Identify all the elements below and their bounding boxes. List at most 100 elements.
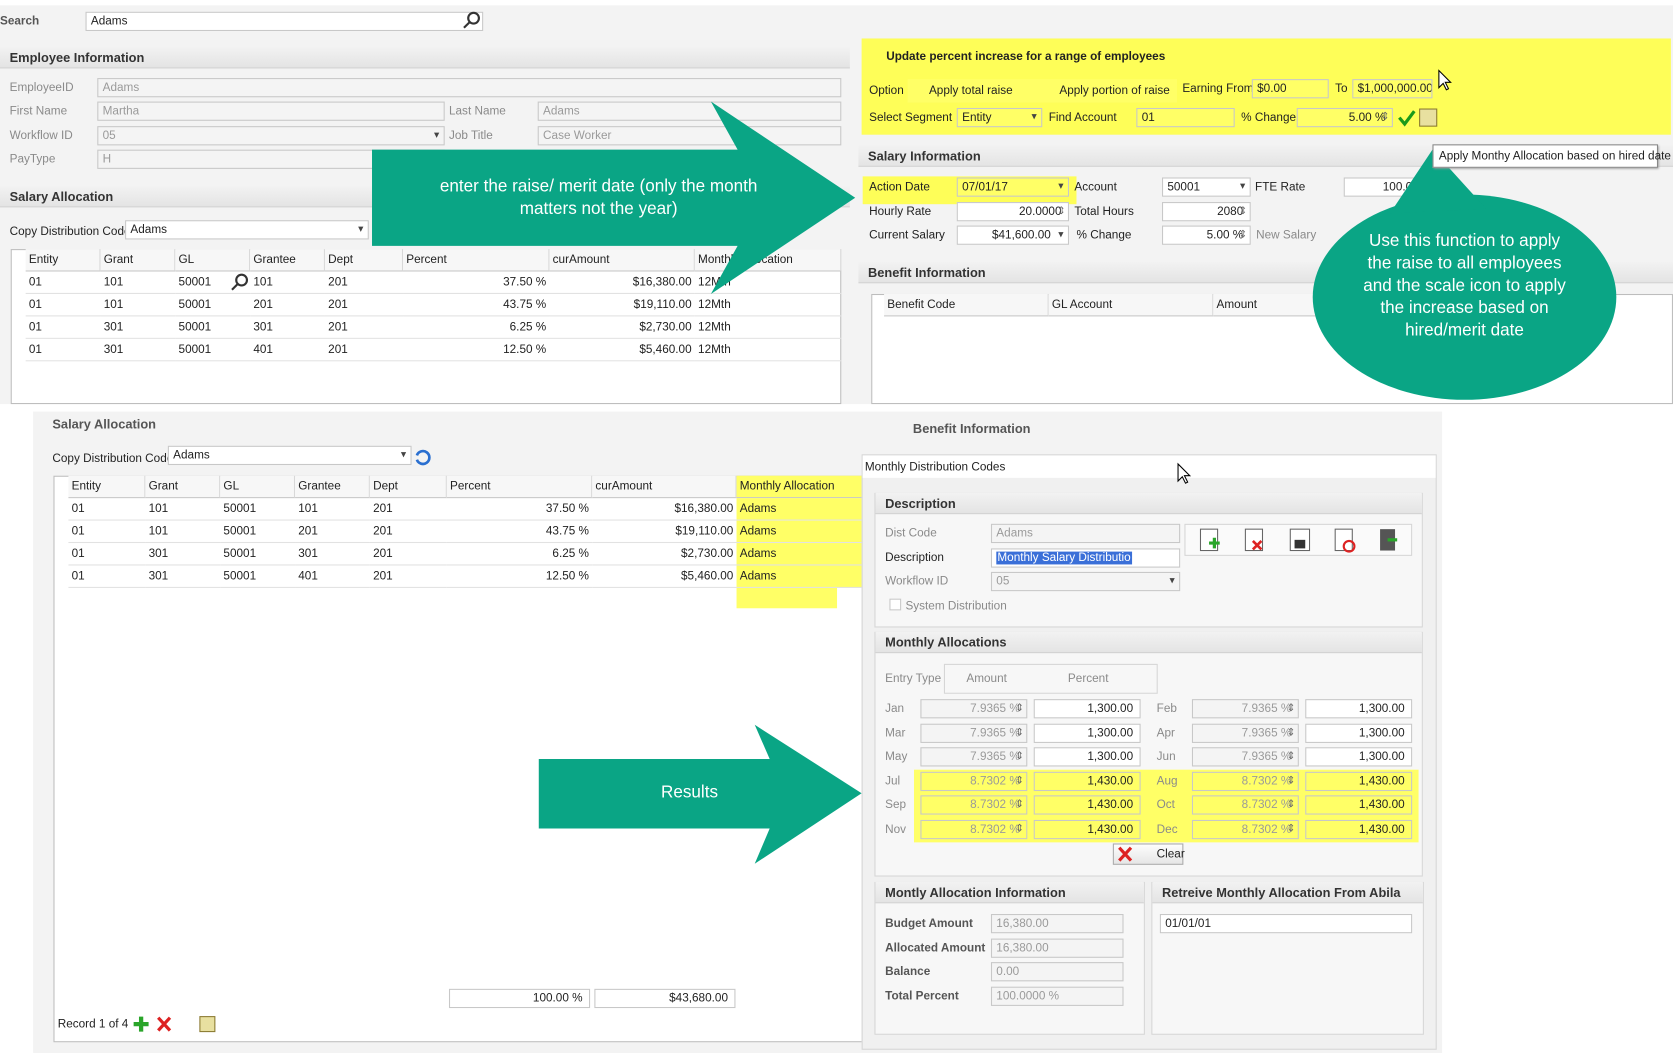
input-field[interactable]: 07/01/17 — [956, 177, 1069, 197]
input-field[interactable]: 2080 — [1162, 202, 1251, 222]
input-field[interactable]: 7.9365 % — [920, 747, 1028, 767]
label: Workflow ID — [9, 129, 73, 143]
input-field[interactable]: Martha — [97, 101, 445, 121]
input-field[interactable]: Adams — [167, 445, 412, 466]
input-field[interactable]: H — [97, 149, 445, 169]
input-field[interactable]: 1,430.00 — [1305, 771, 1413, 791]
grid-cell: 201 — [295, 521, 370, 544]
grid-cell: 12Mth — [694, 339, 842, 362]
grid-cell: $19,110.00 — [549, 294, 695, 317]
input-field[interactable]: 50001 — [1162, 177, 1251, 197]
label: Apply portion of raise — [1059, 84, 1170, 98]
section-header: Employee Information — [0, 47, 850, 69]
input-field[interactable]: 1,300.00 — [1305, 747, 1413, 767]
input-field[interactable]: 8.7302 % — [920, 819, 1028, 840]
label: Dist Code — [885, 527, 937, 540]
grid-cell: 01 — [68, 498, 146, 521]
label: % Change — [1241, 111, 1297, 125]
input-field[interactable]: 5.00 % — [1296, 107, 1393, 128]
label: Mar — [885, 726, 906, 740]
input-field[interactable]: 7.9365 % — [1191, 723, 1299, 743]
input-field[interactable]: 1,300.00 — [1033, 747, 1141, 767]
grid-cell: 01 — [68, 566, 146, 588]
grid-cell: 201 — [369, 498, 447, 521]
section-header: Benefit Information — [912, 421, 1031, 437]
input-field[interactable]: 1,300.00 — [1033, 699, 1141, 719]
grid-cell: 101 — [100, 272, 176, 294]
label: Balance — [885, 965, 931, 979]
section-header: Monthly Allocations — [875, 631, 1422, 654]
grid-cell: 12.50 % — [446, 566, 593, 588]
input-field[interactable]: 8.7302 % — [920, 795, 1028, 815]
label: Account — [1074, 180, 1117, 194]
input-field[interactable]: 0.00 — [990, 962, 1124, 982]
input-field[interactable]: 7.9365 % — [920, 723, 1028, 743]
input-field[interactable]: 1,300.00 — [1305, 723, 1413, 743]
input-field[interactable]: 1,300.00 — [1305, 699, 1413, 719]
input-field[interactable]: Adams — [537, 101, 842, 121]
input-field[interactable]: 1,430.00 — [1033, 795, 1141, 815]
input-field[interactable]: 7.9365 % — [1191, 747, 1299, 767]
label: New Salary — [1256, 228, 1317, 242]
input-field[interactable]: 1,430.00 — [1305, 795, 1413, 815]
input-field[interactable]: 16,380.00 — [990, 913, 1124, 934]
input-field[interactable]: Adams — [125, 220, 369, 240]
input-field[interactable]: 8.7302 % — [1191, 771, 1299, 791]
group-retrieve — [1151, 881, 1424, 1035]
grid-cell: 12.50 % — [403, 339, 550, 362]
grid-cell: Adams — [736, 565, 863, 588]
input-field[interactable]: 20.0000 — [956, 202, 1069, 222]
input-field[interactable]: 7.9365 % — [1191, 699, 1299, 719]
input-field[interactable]: 8.7302 % — [1191, 795, 1299, 815]
input-field[interactable]: $1,000,000.00 — [1352, 79, 1433, 99]
label: Dec — [1156, 823, 1178, 836]
column-header: Amount — [1213, 293, 1378, 317]
input-field[interactable]: 05 — [990, 571, 1181, 592]
input-field[interactable]: 1,430.00 — [1033, 771, 1141, 791]
column-header: Monthly Allocation — [736, 475, 863, 499]
clear-button[interactable]: Clear — [1112, 843, 1185, 865]
column-header: GL — [220, 475, 296, 499]
input-field[interactable]: Case Worker — [537, 126, 842, 146]
column-header: Grantee — [250, 249, 325, 272]
input-field[interactable]: 7.9365 % — [920, 699, 1028, 719]
label: Apr — [1156, 726, 1175, 740]
input-field[interactable]: Entity — [956, 107, 1043, 128]
column-header: Percent — [446, 475, 593, 499]
input-field[interactable]: $43,680.00 — [594, 988, 736, 1009]
input-field[interactable]: Adams — [990, 523, 1181, 544]
input-field[interactable]: 1,300.00 — [1033, 723, 1141, 743]
input-field[interactable]: 16,380.00 — [990, 938, 1124, 958]
grid-cell: 101 — [295, 498, 370, 521]
tooltip: Apply Monthy Allocation based on hired d… — [1432, 144, 1671, 168]
input-field[interactable]: $41,600.00 — [956, 225, 1069, 245]
input-field[interactable]: Adams — [97, 78, 842, 98]
input-field[interactable]: 8.7302 % — [1191, 819, 1299, 840]
grid-cell: Adams — [736, 543, 863, 566]
column-header: Entity — [68, 475, 146, 499]
input-field[interactable]: Adams — [85, 11, 484, 32]
input-field[interactable]: $0.00 — [1251, 79, 1329, 99]
input-field[interactable]: 1,430.00 — [1305, 819, 1413, 840]
label: Sep — [885, 798, 907, 812]
input-field[interactable]: 05 — [97, 126, 445, 146]
grid-cell: 201 — [324, 316, 404, 339]
input-field[interactable]: 8.7302 % — [920, 771, 1028, 791]
input-field[interactable]: 5.00 % — [1162, 225, 1251, 245]
grid-cell: $5,460.00 — [592, 566, 737, 588]
section-header: Salary Allocation — [52, 416, 156, 432]
input-field[interactable]: Monthly Salary Distributio — [990, 548, 1181, 568]
label: System Distribution — [905, 599, 1007, 613]
label: Monthly Distribution Codes — [864, 460, 1006, 474]
input-field[interactable]: 100.00 % — [448, 988, 591, 1009]
column-header: curAmount — [549, 249, 695, 272]
grid-cell: 201 — [369, 521, 447, 544]
input-field[interactable]: 01 — [1136, 107, 1235, 128]
grid-cell: 50001 — [220, 521, 296, 544]
input-field[interactable]: 1,430.00 — [1033, 819, 1141, 840]
input-field[interactable]: 01/01/01 — [1159, 913, 1413, 934]
input-field[interactable]: 100.0000 % — [990, 986, 1124, 1006]
grid-cell: 12Mth — [694, 316, 842, 339]
column-header: Grant — [100, 249, 176, 272]
input-field[interactable]: 100.00 % — [1343, 177, 1440, 197]
